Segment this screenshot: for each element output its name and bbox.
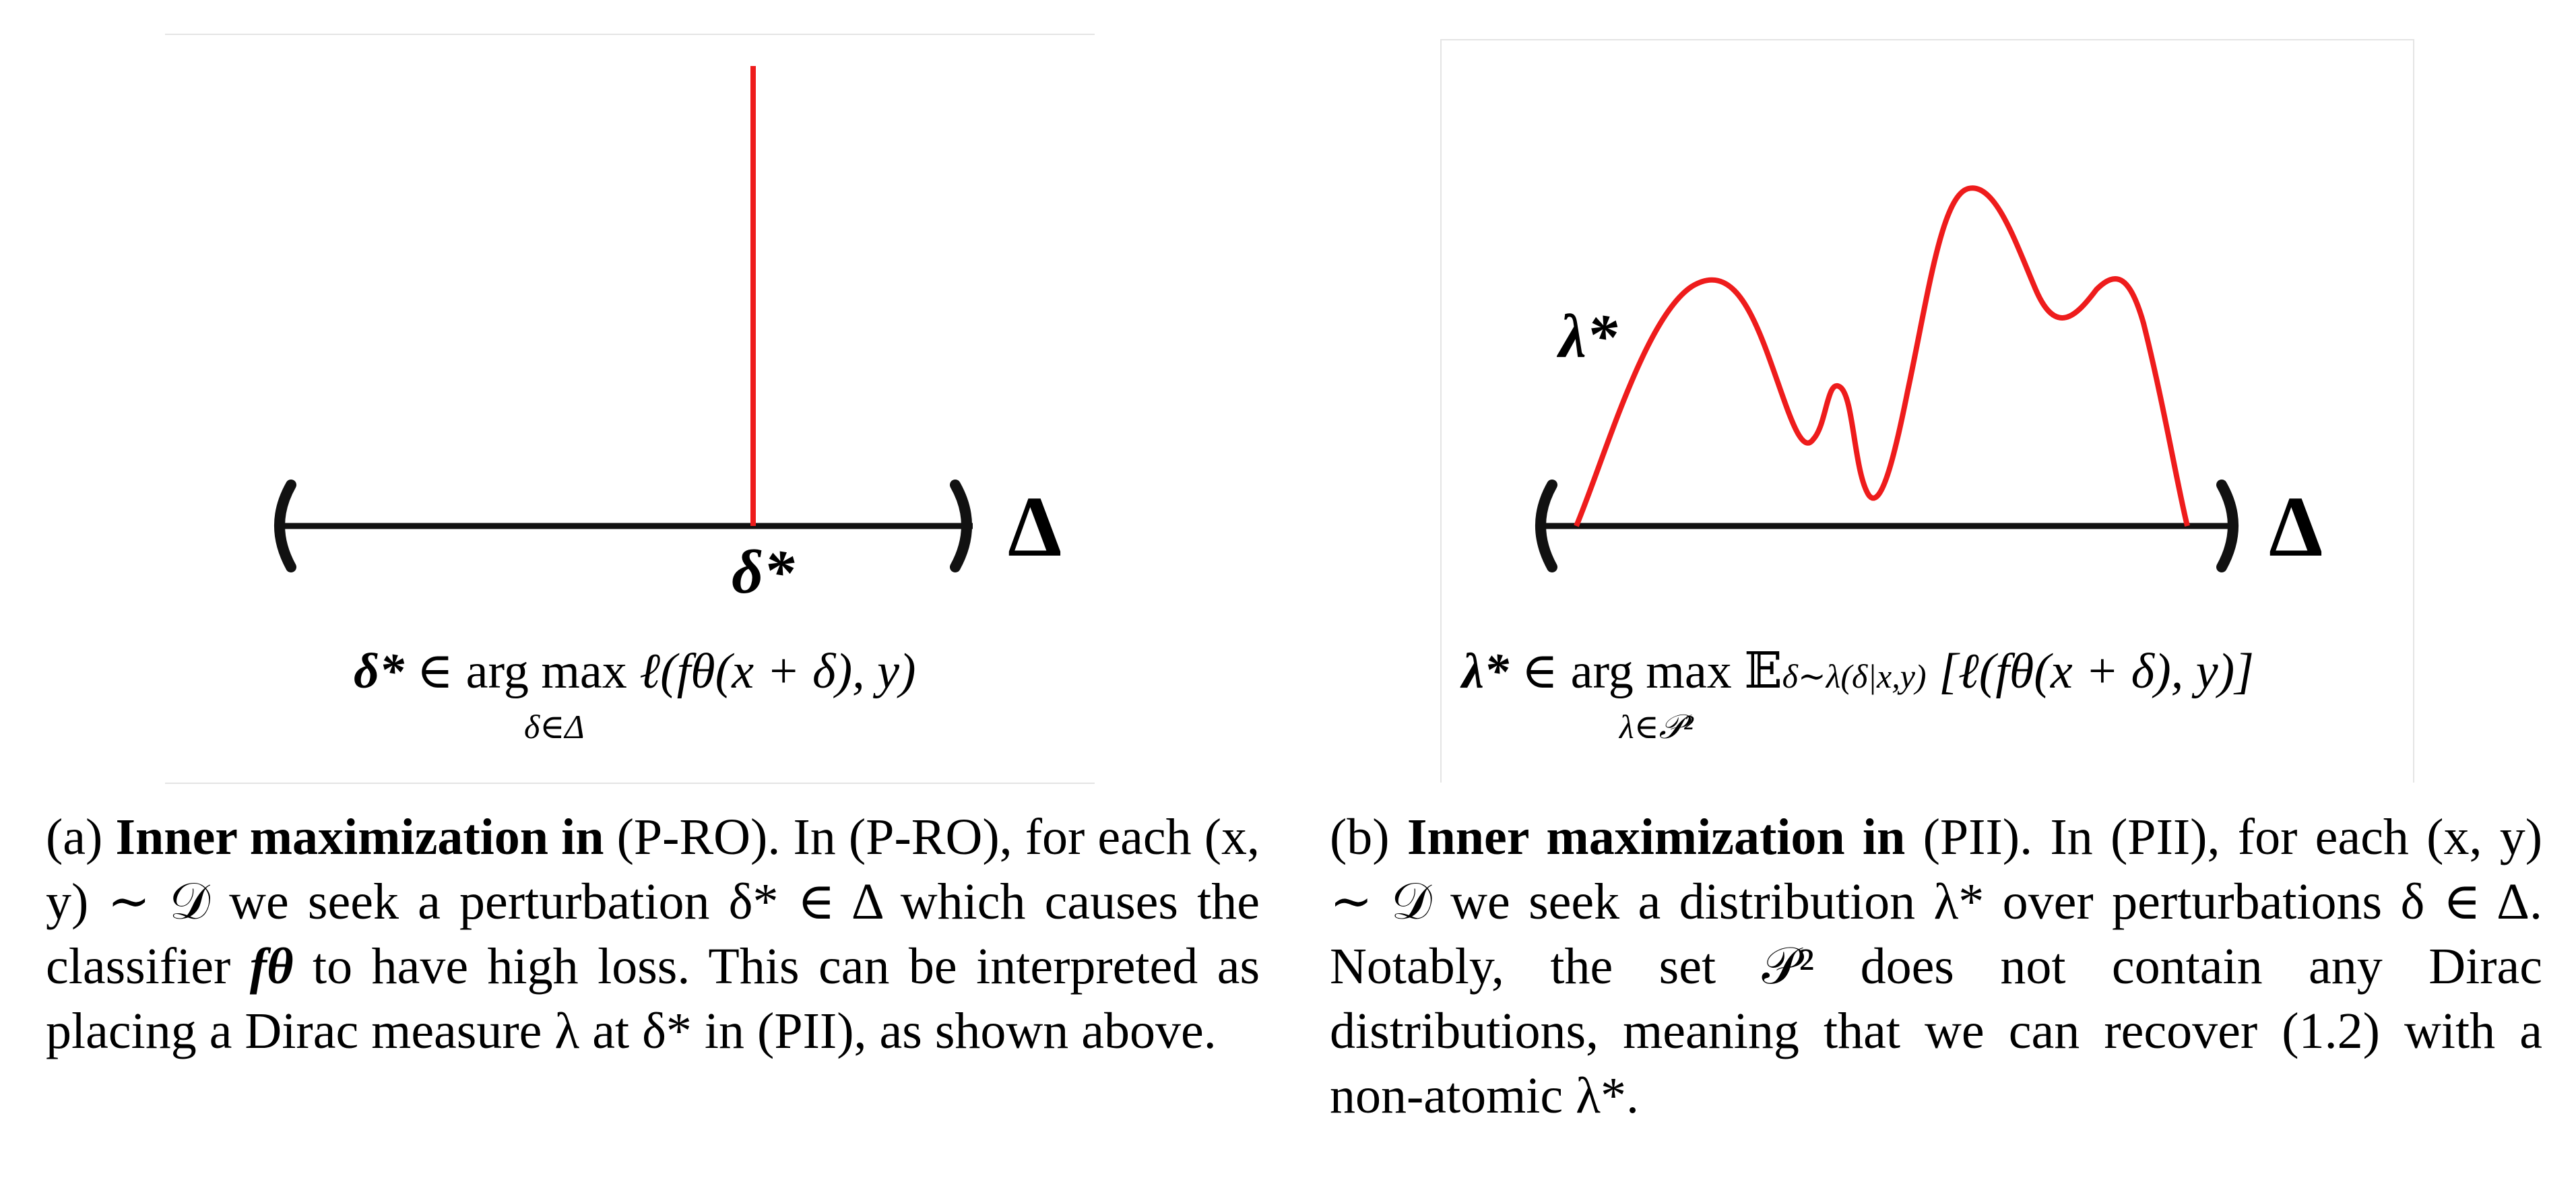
caption-b-text: In (PII), for each (x, y) ∼ 𝒟 we seek a …: [1330, 809, 2543, 1124]
formula-b-subscript: λ∈𝒫²: [1619, 708, 1694, 746]
formula-a-body: ℓ(fθ(x + δ), y): [639, 644, 916, 699]
distribution-curve: [1574, 185, 2190, 527]
lambda-star-label: λ*: [1556, 302, 1618, 370]
formula-b-body: [ℓ(fθ(x + δ), y)]: [1939, 644, 2254, 699]
formula-b: λ* ∈ arg max 𝔼δ∼λ(δ|x,y) [ℓ(fθ(x + δ), y…: [1462, 647, 2254, 696]
delta-star-label: δ*: [732, 537, 795, 606]
figure-a-frame: [165, 34, 1095, 784]
caption-a-text-2: to have high loss. This can be interpret…: [46, 938, 1260, 1059]
formula-b-lhs: λ*: [1462, 644, 1509, 699]
formula-a-operator: ∈ arg max: [416, 644, 627, 699]
figure-b-frame: [1440, 39, 2414, 783]
caption-a-title: Inner maximization in: [115, 809, 604, 865]
formula-b-operator: ∈ arg max: [1521, 644, 1732, 699]
interval-delta-label: Δ: [2269, 479, 2323, 574]
subfigure-b: Δ λ* λ* ∈ arg max 𝔼δ∼λ(δ|x,y) [ℓ(fθ(x + …: [1288, 0, 2576, 1188]
formula-a-lhs: δ*: [354, 644, 404, 699]
caption-a-title-ref: (P-RO).: [616, 809, 781, 865]
formula-a: δ* ∈ arg max ℓ(fθ(x + δ), y): [354, 647, 916, 696]
caption-a-tag: (a): [46, 809, 103, 865]
caption-a-classifier: fθ: [249, 938, 294, 995]
caption-b-title: Inner maximization in: [1407, 809, 1906, 865]
caption-b-title-ref: (PII).: [1923, 809, 2033, 865]
formula-b-expectation: 𝔼: [1744, 644, 1782, 699]
subfigure-a: Δ δ* δ* ∈ arg max ℓ(fθ(x + δ), y) δ∈Δ (a…: [46, 34, 1260, 1063]
caption-a-text-1: In (P-RO), for each (x, y) ∼ 𝒟 we seek a…: [46, 809, 1260, 995]
caption-b-tag: (b): [1330, 809, 1390, 865]
formula-b-exp-subscript: δ∼λ(δ|x,y): [1782, 657, 1927, 695]
interval-delta-label: Δ: [1008, 479, 1062, 574]
caption-b: (b) Inner maximization in (PII). In (PII…: [1330, 805, 2542, 1128]
caption-a: (a) Inner maximization in (P-RO). In (P-…: [46, 805, 1260, 1063]
figure-a-diagram: Δ δ*: [274, 66, 1062, 606]
figure-b-diagram: Δ λ*: [1535, 185, 2323, 574]
formula-a-subscript: δ∈Δ: [524, 708, 585, 746]
